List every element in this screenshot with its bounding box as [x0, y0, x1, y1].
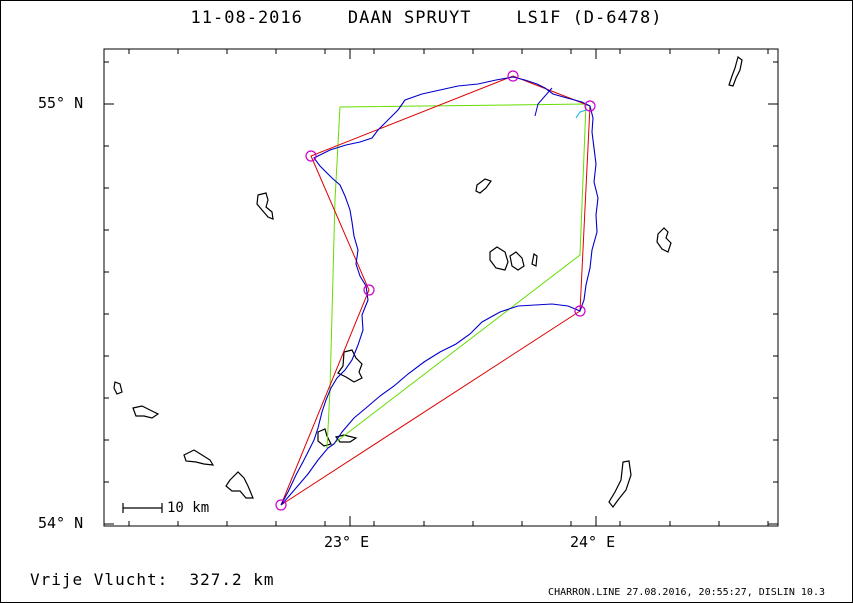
turnpoints	[275, 70, 596, 511]
free-flight-distance: Vrije Vlucht: 327.2 km	[30, 570, 275, 589]
bottom-ticks	[128, 516, 769, 526]
turnpoint-marker	[584, 100, 596, 112]
lat-label-54: 54° N	[38, 514, 84, 532]
lake-outline	[317, 428, 332, 447]
software-credit: CHARRON.LINE 27.08.2016, 20:55:27, DISLI…	[548, 587, 825, 598]
lake-outline	[475, 178, 492, 194]
track-segment-cyan	[575, 109, 587, 119]
top-ticks	[128, 49, 769, 59]
plot-area-border	[103, 48, 779, 527]
turnpoint-marker	[363, 284, 375, 296]
right-ticks	[768, 61, 778, 525]
turnpoint-marker	[305, 150, 317, 162]
lakes-layer	[113, 55, 743, 508]
track-detail	[534, 87, 553, 117]
lake-outline	[728, 55, 743, 87]
map-title: 11-08-2016 DAAN SPRUYT LS1F (D-6478)	[0, 8, 853, 28]
flight-track	[280, 76, 599, 506]
lake-outline	[183, 449, 215, 466]
lake-outline	[113, 381, 123, 395]
turnpoint-marker	[275, 499, 287, 511]
lake-outline	[656, 227, 672, 253]
lake-outline	[334, 434, 358, 443]
turnpoint-marker	[574, 305, 586, 317]
lake-outline	[225, 471, 254, 499]
lake-outline	[337, 349, 363, 383]
lake-outline	[608, 460, 632, 508]
lon-label-23: 23° E	[324, 533, 370, 551]
glider-id: LS1F (D-6478)	[516, 8, 663, 28]
lon-label-24: 24° E	[570, 533, 616, 551]
flight-date: 11-08-2016	[190, 8, 303, 28]
left-ticks	[104, 61, 114, 525]
scale-bar	[122, 503, 163, 513]
lake-outline	[132, 405, 160, 419]
turnpoint-marker	[507, 70, 519, 82]
lake-outline	[531, 253, 538, 267]
lake-outline	[256, 192, 274, 220]
lake-outline	[489, 246, 509, 271]
pilot-name: DAAN SPRUYT	[347, 8, 472, 28]
alternate-route	[326, 103, 587, 449]
scale-bar-label: 10 km	[167, 500, 210, 516]
lake-outline	[509, 251, 525, 271]
lat-label-55: 55° N	[38, 94, 84, 112]
